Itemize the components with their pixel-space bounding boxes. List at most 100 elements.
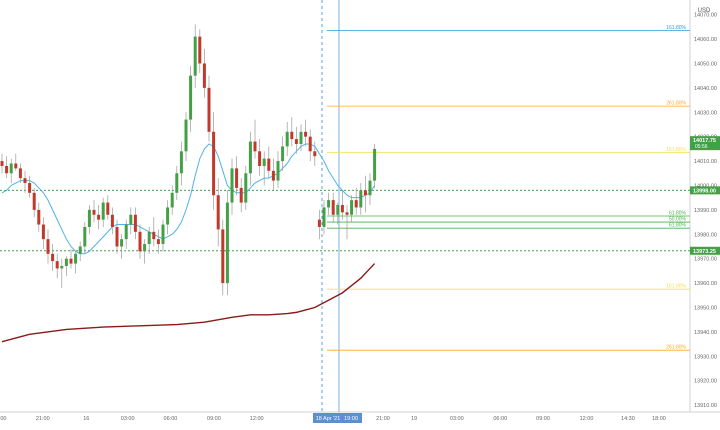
candle-body (276, 161, 280, 181)
candle-body (313, 151, 317, 157)
candle-body (152, 231, 156, 240)
candle-body (74, 253, 78, 264)
candle-body (138, 231, 142, 252)
candle-body (106, 202, 110, 215)
y-tick-label: 14050.00 (694, 61, 717, 67)
candle-body (179, 151, 183, 174)
candle-body (41, 224, 45, 240)
candle-body (354, 200, 358, 208)
x-tick-label: 14:30 (621, 416, 635, 422)
y-tick-label: 14070.00 (694, 13, 717, 19)
candle-body (170, 192, 174, 208)
y-tick-label: 13990.00 (694, 208, 717, 214)
candle-body (184, 119, 188, 152)
candle-body (262, 158, 266, 166)
candle-body (28, 183, 32, 193)
candle-body (350, 200, 354, 215)
candle-body (32, 192, 36, 210)
fib-level-label: 161.80% (666, 284, 686, 290)
candle-body (124, 224, 128, 240)
y-tick-label: 13980.00 (694, 232, 717, 238)
candle-body (308, 136, 312, 152)
currency-label: USD (698, 8, 711, 14)
candle-body (14, 163, 18, 169)
x-tick-label: 19 (411, 416, 417, 422)
candle-body (267, 158, 271, 171)
candle-body (290, 131, 294, 140)
candle-body (285, 131, 289, 147)
candle-body (60, 266, 64, 269)
y-tick-label: 13960.00 (694, 281, 717, 287)
candle-body (156, 239, 160, 245)
y-tick-label: 13950.00 (694, 306, 717, 312)
y-tick-label: 14010.00 (694, 159, 717, 165)
x-tick-label: 03:00 (450, 416, 464, 422)
candle-body (129, 214, 133, 225)
candle-body (340, 205, 344, 213)
candle-body (373, 148, 377, 181)
candle-body (97, 214, 101, 220)
candle-body (83, 226, 87, 247)
candle-body (207, 87, 211, 132)
current-price-label: 14017.75 (693, 138, 716, 144)
y-tick-label: 13940.00 (694, 330, 717, 336)
candle-body (120, 239, 124, 247)
y-tick-label: 13970.00 (694, 257, 717, 263)
candle-body (336, 205, 340, 215)
y-tick-label: 14030.00 (694, 110, 717, 116)
candle-body (110, 214, 114, 227)
fib-level-label: 161.80% (666, 25, 686, 31)
current-price-box (690, 136, 720, 151)
level-price-box (690, 246, 720, 255)
x-tick-label: 09:00 (536, 416, 550, 422)
x-tick-label: 06:00 (493, 416, 507, 422)
x-tick-label: 06:00 (164, 416, 178, 422)
candle-body (239, 187, 243, 203)
candle-body (271, 170, 275, 181)
crosshair-date-box (313, 413, 343, 423)
candle-body (189, 75, 193, 120)
candle-body (92, 209, 96, 215)
candle-body (202, 63, 206, 88)
x-tick-label: 16 (83, 416, 89, 422)
candle-body (345, 212, 349, 215)
candle-body (304, 131, 308, 137)
candle-body (193, 36, 197, 76)
candle-body (221, 229, 225, 284)
price-axis[interactable] (690, 0, 720, 425)
fib-level-label: 61.80% (669, 223, 687, 229)
candle-body (235, 168, 239, 188)
x-tick-label: 12:00 (250, 416, 264, 422)
x-tick-label: 21:00 (36, 416, 50, 422)
candle-body (0, 161, 4, 166)
candle-body (115, 226, 119, 247)
x-tick-label: 18:00 (652, 416, 666, 422)
candle-body (5, 165, 9, 174)
crosshair-time-label: 19:00 (344, 416, 358, 422)
candle-body (18, 168, 22, 179)
candle-body (147, 231, 151, 245)
fib-level-label: 161.80% (666, 147, 686, 153)
candle-body (51, 253, 55, 262)
y-tick-label: 14040.00 (694, 86, 717, 92)
candle-body (225, 202, 229, 284)
candle-body (281, 146, 285, 162)
x-tick-label: 09:00 (207, 416, 221, 422)
candle-body (248, 141, 252, 174)
x-tick-label: 12:00 (580, 416, 594, 422)
crosshair-time-box (340, 413, 362, 423)
ema-fast-line (1, 143, 376, 255)
level-price-label: 13998.00 (693, 188, 716, 194)
candle-body (87, 209, 91, 227)
candle-body (64, 258, 68, 267)
candle-body (9, 163, 13, 174)
candle-body (230, 168, 234, 203)
candle-body (46, 239, 50, 254)
ema-slow-line (1, 263, 376, 343)
candle-body (69, 258, 73, 264)
candle-body (198, 36, 202, 64)
candle-body (363, 190, 367, 196)
candle-body (161, 224, 165, 245)
candle-body (331, 200, 335, 215)
